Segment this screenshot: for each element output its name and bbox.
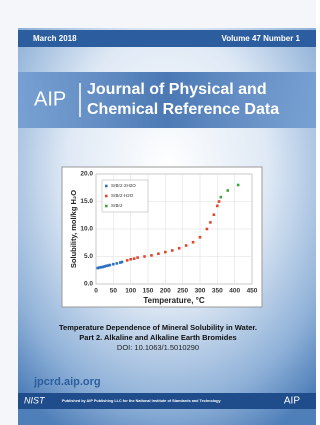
x-tick-label: 400 bbox=[229, 288, 240, 295]
data-point bbox=[213, 213, 216, 216]
legend-label: SrBr2 bbox=[111, 203, 123, 208]
data-point bbox=[226, 189, 229, 192]
data-point bbox=[171, 249, 174, 252]
data-point bbox=[216, 205, 219, 208]
data-point bbox=[116, 262, 119, 265]
data-point bbox=[121, 261, 124, 264]
journal-url[interactable]: jpcrd.aip.org bbox=[33, 376, 101, 388]
footer-notice: Published by AIP Publishing LLC for the … bbox=[62, 399, 221, 403]
x-tick-label: 450 bbox=[247, 288, 258, 295]
x-tick-label: 0 bbox=[94, 288, 98, 295]
data-point bbox=[136, 256, 139, 259]
y-axis-label: Solubility, mol/kg H₂O bbox=[69, 190, 78, 268]
data-point bbox=[157, 252, 160, 255]
legend-label: SrBr2·H2O bbox=[111, 193, 134, 198]
nist-logo: NIST bbox=[24, 395, 46, 405]
data-point bbox=[112, 263, 115, 266]
data-point bbox=[218, 200, 221, 203]
journal-title: Journal of Physical and bbox=[87, 81, 267, 98]
footer-publisher: AIP bbox=[284, 396, 300, 407]
issue-date: March 2018 bbox=[33, 34, 77, 43]
data-point bbox=[209, 221, 212, 224]
data-point bbox=[150, 254, 153, 257]
legend-swatch bbox=[105, 195, 108, 198]
x-tick-label: 350 bbox=[212, 288, 223, 295]
y-tick-label: 5.0 bbox=[84, 253, 93, 260]
data-point bbox=[237, 184, 240, 187]
x-tick-label: 100 bbox=[125, 288, 136, 295]
legend-swatch bbox=[105, 205, 108, 208]
x-tick-label: 50 bbox=[110, 288, 118, 295]
data-point bbox=[143, 255, 146, 258]
data-point bbox=[164, 251, 167, 254]
x-tick-label: 150 bbox=[143, 288, 154, 295]
cover: March 2018 Volume 47 Number 1 AIP Journa… bbox=[0, 0, 316, 425]
y-tick-label: 0.0 bbox=[84, 281, 93, 288]
issue-volume: Volume 47 Number 1 bbox=[221, 34, 300, 43]
data-point bbox=[220, 196, 223, 199]
publisher-logo: AIP bbox=[34, 88, 66, 110]
y-tick-label: 15.0 bbox=[80, 198, 93, 205]
y-tick-label: 10.0 bbox=[80, 226, 93, 233]
legend-swatch bbox=[105, 185, 108, 188]
data-point bbox=[178, 247, 181, 250]
journal-title: Chemical Reference Data bbox=[87, 101, 279, 118]
article-title: Part 2. Alkaline and Alkaline Earth Brom… bbox=[79, 333, 236, 342]
legend-label: SrBr2·2H2O bbox=[111, 183, 136, 188]
data-point bbox=[129, 258, 132, 261]
data-point bbox=[206, 228, 209, 231]
x-tick-label: 300 bbox=[195, 288, 206, 295]
article-doi: DOI: 10.1063/1.5010290 bbox=[117, 343, 199, 352]
data-point bbox=[133, 257, 136, 260]
data-point bbox=[126, 259, 129, 262]
y-tick-label: 20.0 bbox=[80, 171, 93, 178]
data-point bbox=[192, 241, 195, 244]
x-tick-label: 250 bbox=[177, 288, 188, 295]
data-point bbox=[199, 236, 202, 239]
article-title: Temperature Dependence of Mineral Solubi… bbox=[59, 323, 257, 332]
x-axis-label: Temperature, °C bbox=[143, 296, 205, 305]
x-tick-label: 200 bbox=[160, 288, 171, 295]
data-point bbox=[109, 264, 112, 267]
data-point bbox=[185, 244, 188, 247]
